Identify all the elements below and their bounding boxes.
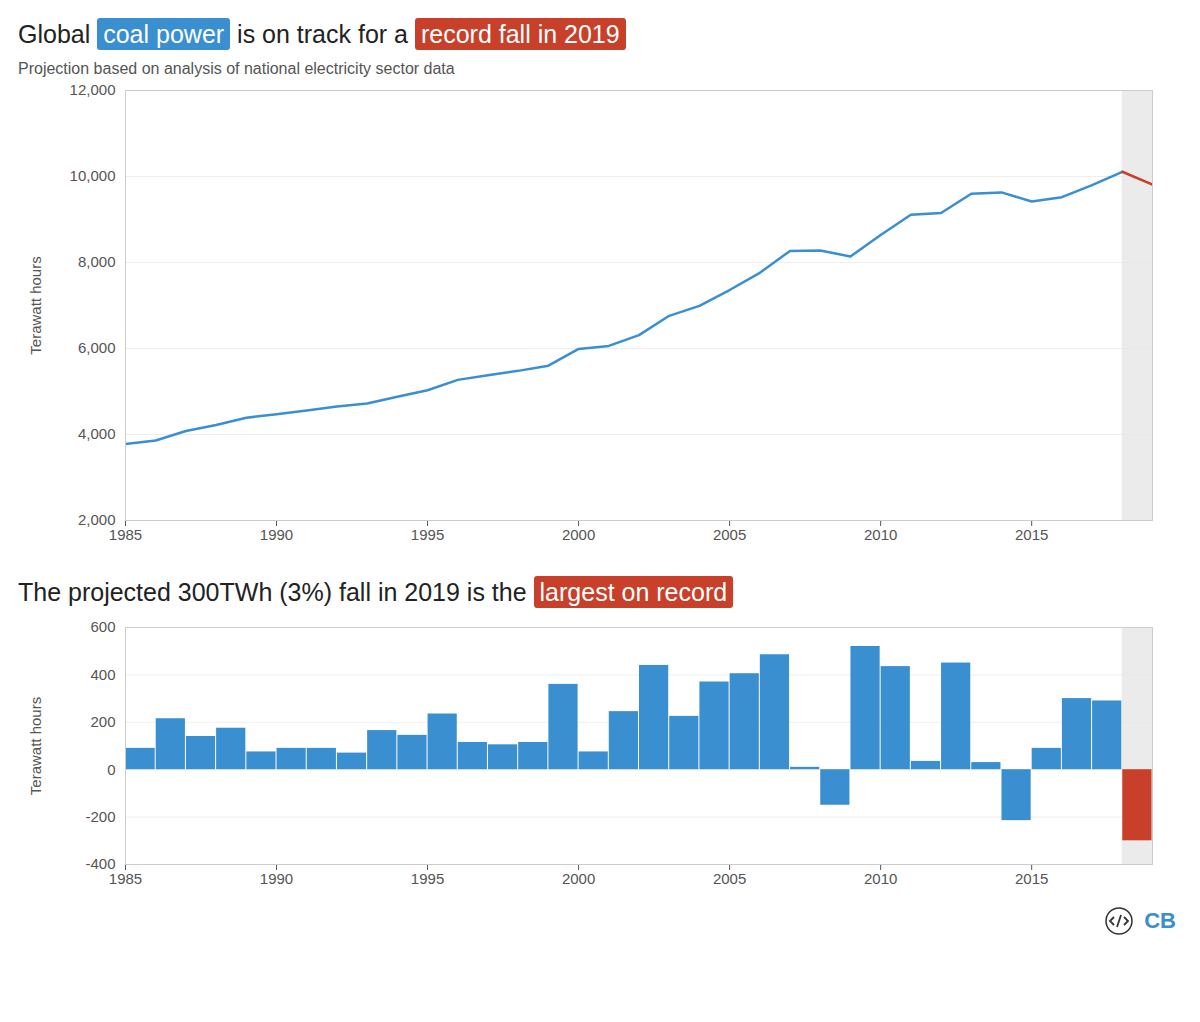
svg-text:400: 400 xyxy=(90,666,115,683)
svg-text:2015: 2015 xyxy=(1015,526,1048,543)
html-text:CB: CB xyxy=(1144,908,1176,933)
svg-text:1985: 1985 xyxy=(109,870,142,887)
html-text:The projected 300TWh (3%) fall: The projected 300TWh (3%) fall in 2019 i… xyxy=(18,578,728,606)
svg-text:1995: 1995 xyxy=(411,526,444,543)
svg-text:12,000: 12,000 xyxy=(70,81,116,98)
svg-text:10,000: 10,000 xyxy=(70,167,116,184)
svg-text:Terawatt hours: Terawatt hours xyxy=(27,697,44,795)
svg-text:2000: 2000 xyxy=(562,526,595,543)
svg-text:1990: 1990 xyxy=(260,526,293,543)
svg-text:2000: 2000 xyxy=(562,870,595,887)
svg-text:200: 200 xyxy=(90,713,115,730)
html-text:Global coal power is on track: Global coal power is on track for a reco… xyxy=(18,20,620,48)
svg-text:600: 600 xyxy=(90,618,115,635)
svg-text:1995: 1995 xyxy=(411,870,444,887)
svg-text:2005: 2005 xyxy=(713,526,746,543)
html-text:Projection based on analysis o: Projection based on analysis of national… xyxy=(18,60,455,77)
svg-text:4,000: 4,000 xyxy=(78,425,116,442)
svg-text:Terawatt hours: Terawatt hours xyxy=(27,256,44,354)
svg-text:2005: 2005 xyxy=(713,870,746,887)
svg-text:2,000: 2,000 xyxy=(78,511,116,529)
svg-text:2015: 2015 xyxy=(1015,870,1048,887)
svg-text:2010: 2010 xyxy=(864,870,897,887)
svg-text:8,000: 8,000 xyxy=(78,253,116,270)
svg-text:1985: 1985 xyxy=(109,526,142,543)
svg-text:-400: -400 xyxy=(85,855,116,873)
svg-text:2010: 2010 xyxy=(864,526,897,543)
svg-text:-200: -200 xyxy=(85,808,115,825)
svg-text:6,000: 6,000 xyxy=(78,339,116,356)
svg-text:1990: 1990 xyxy=(260,870,293,887)
svg-text:0: 0 xyxy=(107,761,115,778)
